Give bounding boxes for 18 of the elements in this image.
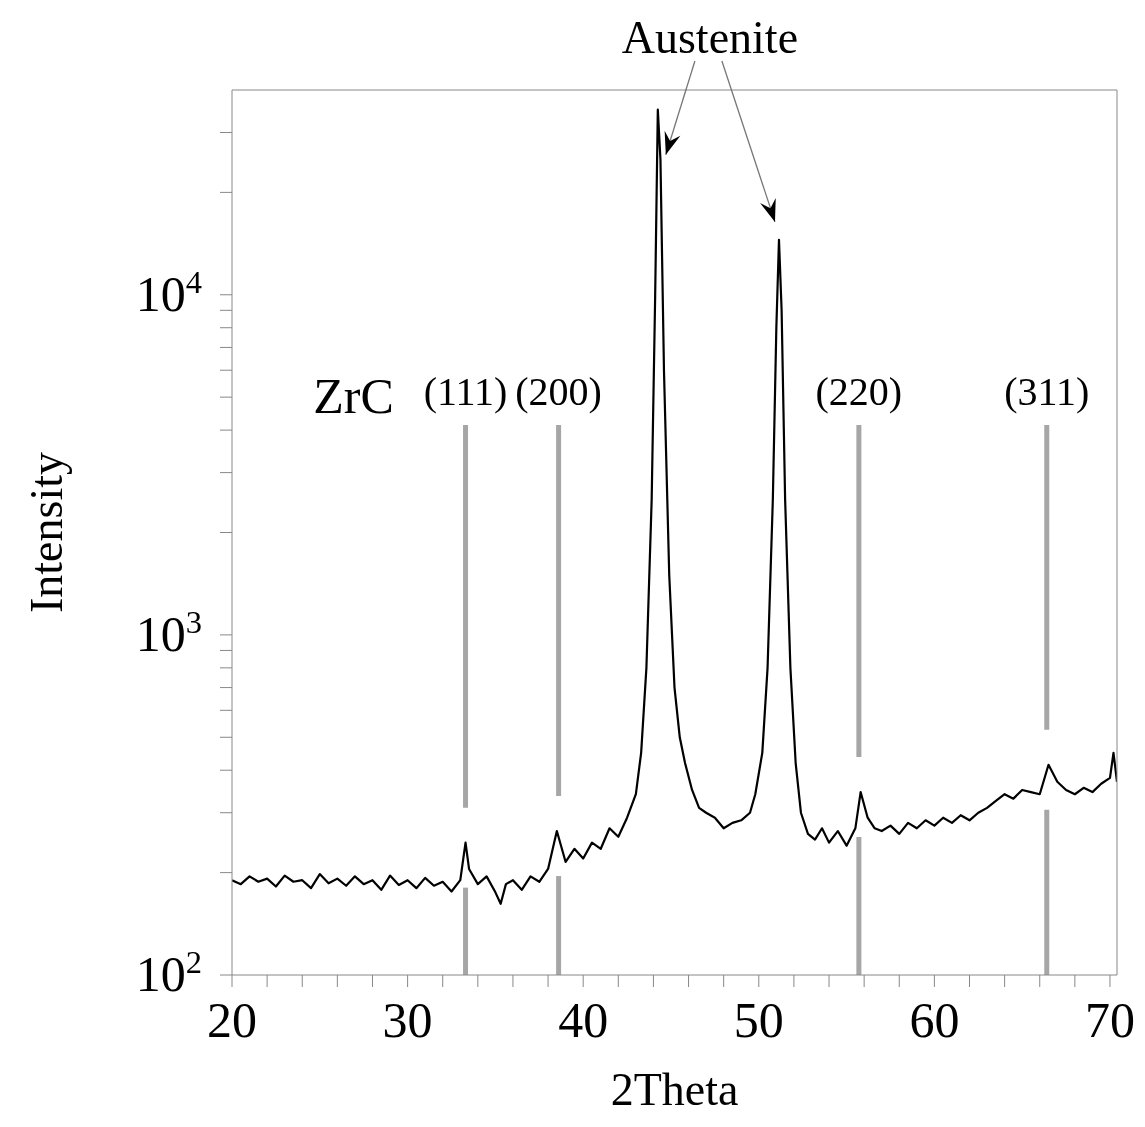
x-tick-label: 70: [1084, 992, 1135, 1048]
y-tick-label: 10$^{3}$: [135, 603, 202, 662]
line-series: [232, 108, 1117, 905]
x-tick-label: 40: [558, 992, 609, 1048]
annotation: (200): [515, 369, 602, 414]
y-tick-label: 10$^{2}$: [135, 944, 202, 1002]
x-axis-title: 2Theta: [610, 1064, 739, 1115]
x-tick-label: 60: [909, 992, 960, 1048]
y-tick-label: 10$^{4}$: [135, 263, 202, 322]
text: Austenite: [621, 12, 799, 63]
annotation: (111): [423, 369, 508, 414]
x-tick-label: 50: [733, 992, 784, 1048]
x-tick-label: 20: [207, 992, 257, 1048]
annotation: (220): [815, 369, 903, 414]
annotation: (311): [1004, 369, 1090, 414]
x-tick-label: 30: [382, 992, 433, 1048]
y-axis-title: Intensity: [21, 452, 72, 613]
annotation: ZrC: [313, 368, 394, 424]
